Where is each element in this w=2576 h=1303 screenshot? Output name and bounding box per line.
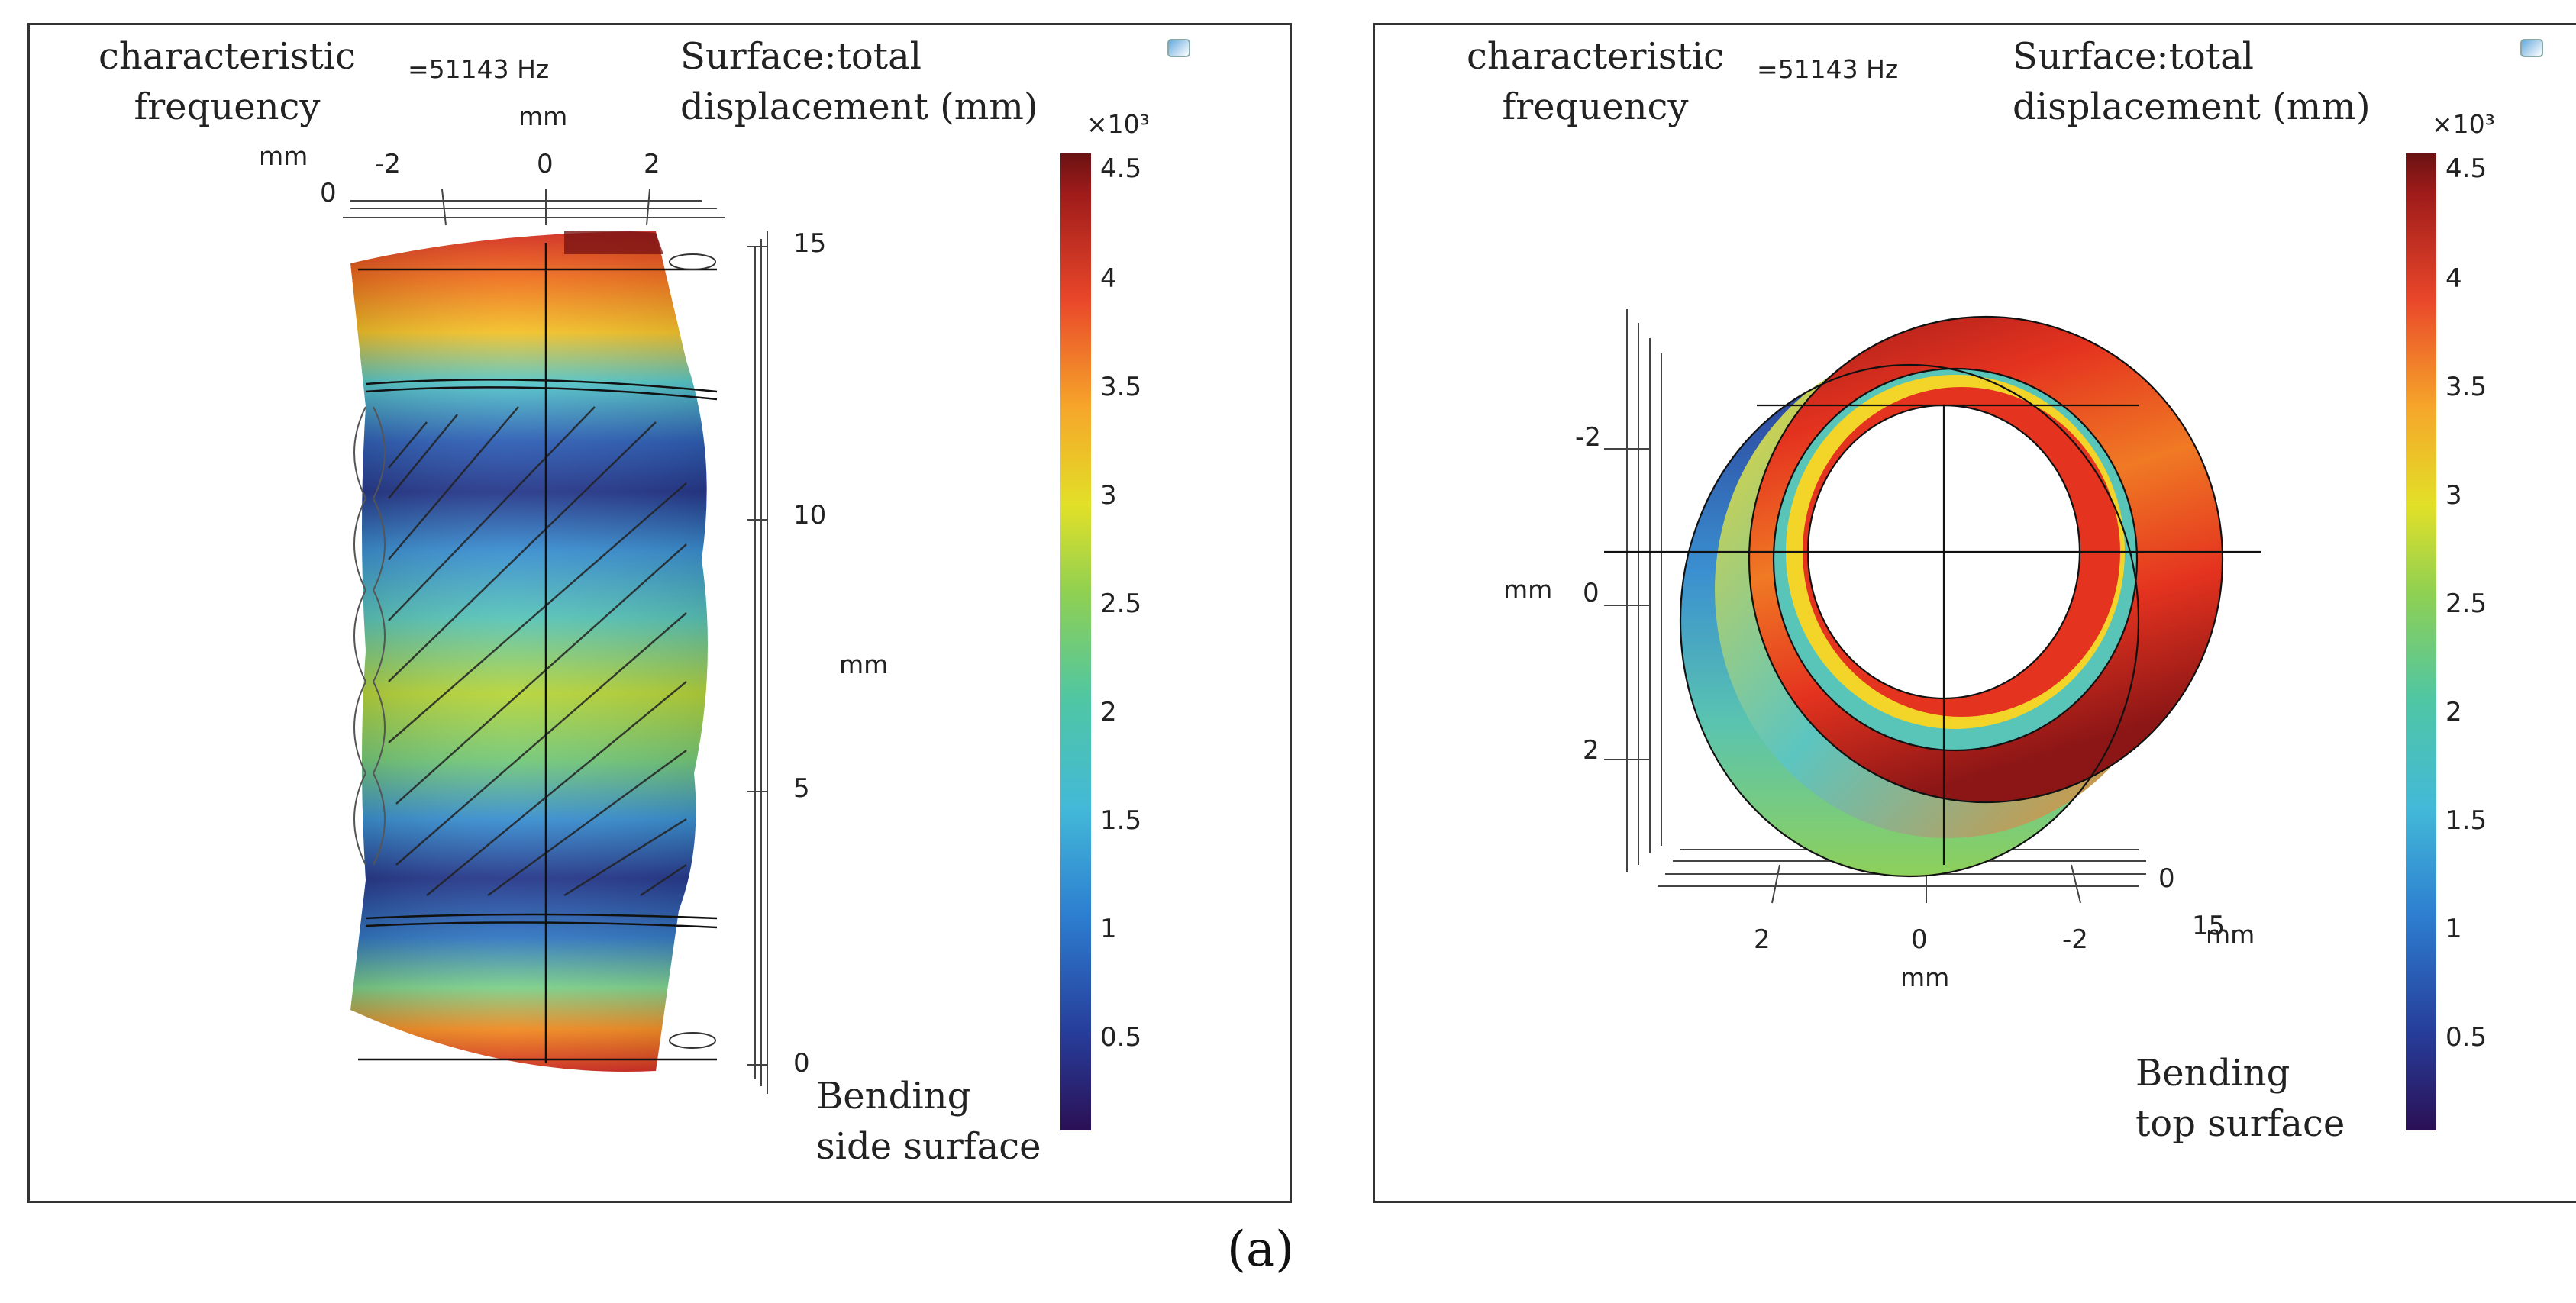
x-tick: 0 (1911, 924, 1928, 955)
y-tick: -2 (1575, 422, 1601, 453)
x-tick: -2 (375, 149, 401, 179)
x-axis-unit: mm (1900, 963, 1950, 992)
z-tick: 10 (793, 500, 827, 531)
colorbar-tick: 2 (2445, 697, 2462, 727)
frequency-label: characteristic frequency (1467, 35, 1725, 128)
y-axis-unit: mm (259, 141, 308, 171)
y-axis-unit: mm (1503, 575, 1553, 605)
colorbar-tick: 1.5 (2445, 805, 2487, 836)
z-tick: 0 (2158, 863, 2175, 894)
y-tick: 2 (1583, 735, 1600, 766)
colorbar-tick: 1 (2445, 914, 2462, 944)
figure-label: (a) (1227, 1221, 1295, 1278)
colorbar-tick: 2.5 (2445, 589, 2487, 619)
scale-label: ×10³ (1086, 109, 1150, 139)
frequency-label: characteristic frequency (98, 35, 357, 128)
y-tick: 0 (1583, 578, 1600, 608)
frequency-value: =51143 Hz (408, 54, 550, 84)
colorbar-tick: 4.5 (1100, 153, 1142, 184)
colorbar-tick: 0.5 (1100, 1022, 1142, 1053)
colorbar-tick: 4 (1100, 263, 1117, 294)
z-tick: 15 (2192, 911, 2226, 941)
view-icon[interactable] (1167, 39, 1190, 57)
colorbar-tick: 1 (1100, 914, 1117, 944)
colorbar-tick: 3 (2445, 480, 2462, 511)
scale-label: ×10³ (2432, 109, 2495, 139)
colorbar-tick: 4.5 (2445, 153, 2487, 184)
y-tick: 0 (320, 178, 337, 208)
top-surface-plot (1604, 309, 2261, 904)
x-tick: 2 (644, 149, 660, 179)
surface-label: Surface:total displacement (mm) (680, 35, 1038, 128)
z-tick: 15 (793, 228, 827, 259)
top-surface-panel: characteristic frequency =51143 Hz Surfa… (1373, 23, 2576, 1203)
colorbar-tick: 3 (1100, 480, 1117, 511)
colorbar-tick: 2.5 (1100, 589, 1142, 619)
colorbar-tick: 2 (1100, 697, 1117, 727)
colorbar-tick: 3.5 (2445, 372, 2487, 402)
x-tick: -2 (2062, 924, 2088, 955)
x-tick: 2 (1754, 924, 1771, 955)
frequency-value: =51143 Hz (1757, 54, 1899, 84)
surface-label: Surface:total displacement (mm) (2013, 35, 2371, 128)
z-tick: 0 (793, 1048, 810, 1079)
z-axis-unit: mm (2206, 920, 2255, 950)
panel-caption: Bending side surface (816, 1075, 1041, 1168)
colorbar-tick: 4 (2445, 263, 2462, 294)
colorbar-tick: 1.5 (1100, 805, 1142, 836)
panel-caption: Bending top surface (2135, 1052, 2345, 1145)
colorbar (1060, 153, 1091, 1130)
z-tick: 5 (793, 773, 810, 804)
x-tick: 0 (537, 149, 554, 179)
colorbar-tick: 3.5 (1100, 372, 1142, 402)
view-icon[interactable] (2520, 39, 2543, 57)
side-surface-panel: characteristic frequency =51143 Hz Surfa… (27, 23, 1292, 1203)
colorbar-tick: 0.5 (2445, 1022, 2487, 1053)
side-surface-plot (343, 189, 768, 1094)
x-axis-unit: mm (518, 102, 568, 131)
z-axis-unit: mm (839, 650, 889, 679)
colorbar (2406, 153, 2436, 1130)
